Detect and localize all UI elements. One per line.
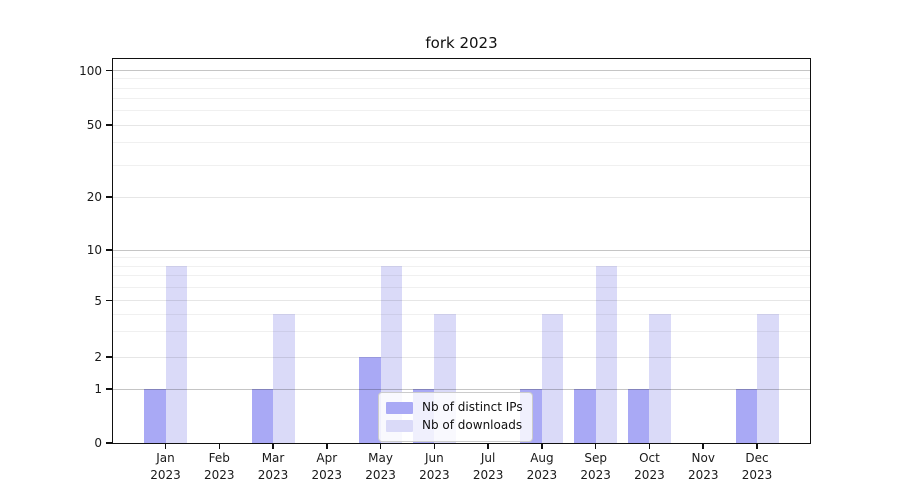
x-tick-mark bbox=[164, 443, 167, 449]
bar-downloads-sep bbox=[595, 266, 618, 443]
x-tick-label: Nov 2023 bbox=[687, 451, 719, 482]
legend: Nb of distinct IPs Nb of downloads bbox=[378, 392, 533, 442]
bar-downloads-oct bbox=[649, 314, 671, 443]
y-tick-mark bbox=[106, 442, 113, 444]
x-tick-label: Mar 2023 bbox=[257, 451, 289, 482]
y-tick-mark bbox=[106, 388, 113, 390]
y-tick-mark bbox=[106, 196, 113, 198]
x-tick-mark bbox=[272, 443, 274, 449]
y-tick-mark bbox=[106, 69, 113, 72]
x-tick-label: Apr 2023 bbox=[311, 451, 343, 482]
x-tick-mark bbox=[702, 443, 704, 449]
x-tick-label: Dec 2023 bbox=[741, 451, 773, 482]
y-tick-label: 50 bbox=[86, 118, 102, 132]
x-tick-label: Oct 2023 bbox=[634, 451, 665, 482]
bar-distinct-ips-dec bbox=[735, 389, 757, 443]
y-tick-label: 100 bbox=[79, 63, 102, 78]
x-tick-mark bbox=[379, 443, 382, 449]
x-tick-label: Aug 2023 bbox=[526, 451, 558, 482]
chart-title: fork 2023 bbox=[425, 34, 498, 52]
bar-distinct-ips-may bbox=[359, 357, 381, 443]
plot-area: Nb of distinct IPs Nb of downloads bbox=[112, 58, 811, 444]
bar-downloads-mar bbox=[273, 314, 295, 443]
legend-item: Nb of downloads bbox=[386, 417, 523, 434]
bar-distinct-ips-oct bbox=[627, 389, 650, 443]
y-tick-mark bbox=[106, 356, 113, 358]
bar-downloads-aug bbox=[541, 314, 564, 443]
x-tick-mark bbox=[218, 443, 221, 449]
legend-label: Nb of distinct IPs bbox=[422, 400, 523, 414]
x-tick-label: Jul 2023 bbox=[472, 451, 504, 482]
y-tick-mark bbox=[106, 299, 113, 302]
y-tick-label: 1 bbox=[94, 382, 102, 396]
x-tick-label: Jun 2023 bbox=[419, 451, 450, 482]
bar-downloads-dec bbox=[757, 314, 779, 443]
bar-downloads-jan bbox=[165, 266, 187, 443]
x-tick-mark bbox=[756, 443, 758, 449]
x-tick-mark bbox=[326, 443, 328, 449]
legend-swatch-distinct-ips bbox=[386, 401, 413, 414]
x-tick-mark bbox=[487, 443, 489, 449]
legend-item: Nb of distinct IPs bbox=[386, 399, 523, 416]
legend-label: Nb of downloads bbox=[422, 418, 523, 432]
y-tick-label: 0 bbox=[94, 436, 102, 450]
bar-distinct-ips-jan bbox=[144, 389, 166, 443]
x-tick-mark bbox=[648, 443, 651, 449]
y-tick-mark bbox=[106, 249, 113, 251]
x-tick-label: Jan 2023 bbox=[150, 451, 181, 482]
bar-distinct-ips-sep bbox=[574, 389, 596, 443]
x-tick-mark bbox=[541, 443, 543, 449]
x-tick-mark bbox=[433, 443, 436, 449]
y-tick-label: 2 bbox=[94, 350, 102, 364]
bar-distinct-ips-mar bbox=[251, 389, 274, 443]
legend-swatch-downloads bbox=[386, 419, 413, 432]
y-tick-mark bbox=[106, 124, 113, 126]
bars-layer bbox=[113, 59, 810, 443]
y-tick-label: 10 bbox=[86, 243, 102, 257]
y-tick-label: 20 bbox=[86, 190, 102, 204]
x-tick-label: Feb 2023 bbox=[203, 451, 235, 482]
x-tick-label: May 2023 bbox=[365, 451, 396, 482]
x-tick-label: Sep 2023 bbox=[580, 451, 611, 482]
y-tick-label: 5 bbox=[94, 293, 102, 308]
x-tick-mark bbox=[594, 443, 597, 449]
